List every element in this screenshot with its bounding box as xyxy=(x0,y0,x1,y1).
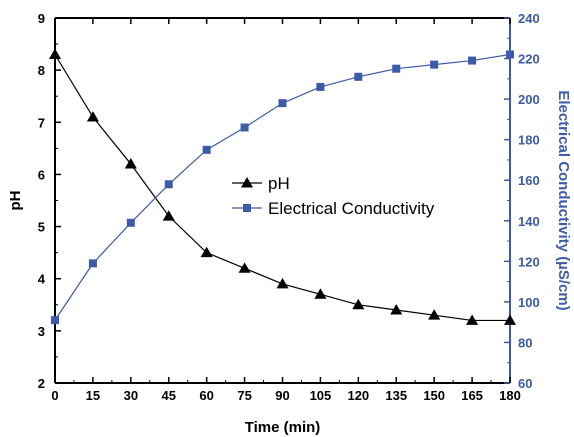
x-tick-label: 60 xyxy=(199,388,213,403)
conductivity-data-point xyxy=(354,72,363,81)
conductivity-data-point xyxy=(164,180,173,189)
x-axis-label: Time (min) xyxy=(245,419,321,436)
x-tick-label: 165 xyxy=(461,388,483,403)
conductivity-data-point xyxy=(316,82,325,91)
x-tick-label: 120 xyxy=(347,388,369,403)
conductivity-data-point xyxy=(506,50,514,59)
y-right-tick-label: 120 xyxy=(518,254,540,269)
legend-item-ph: pH xyxy=(232,174,290,193)
y-left-tick-label: 9 xyxy=(38,11,45,26)
conductivity-data-point xyxy=(51,316,59,325)
y-right-tick-label: 100 xyxy=(518,295,540,310)
ph-data-point xyxy=(314,288,327,299)
ph-data-point xyxy=(200,246,213,258)
ph-data-point xyxy=(276,277,289,289)
conductivity-data-point xyxy=(88,259,97,268)
legend-label: pH xyxy=(268,174,290,193)
x-tick-label: 0 xyxy=(51,388,58,403)
x-tick-label: 105 xyxy=(310,388,332,403)
y-left-tick-label: 5 xyxy=(38,220,45,235)
y-right-tick-label: 240 xyxy=(518,11,540,26)
conductivity-data-point xyxy=(392,64,401,73)
y-axis-label-right: Electrical Conductivity (µS/cm) xyxy=(555,90,572,310)
series-layer xyxy=(48,48,517,325)
y-left-tick-label: 2 xyxy=(38,376,45,391)
y-axis-label-left: pH xyxy=(7,191,24,211)
ph-data-point xyxy=(503,314,517,325)
conductivity-data-point xyxy=(468,56,477,65)
y-right-tick-label: 220 xyxy=(518,52,540,67)
y-left-tick-label: 6 xyxy=(38,167,45,182)
x-tick-label: 90 xyxy=(275,388,289,403)
ph-data-point xyxy=(162,210,175,221)
ph-data-point xyxy=(390,304,403,315)
ph-data-point xyxy=(124,158,137,169)
conductivity-data-point xyxy=(126,218,135,227)
y-right-tick-label: 80 xyxy=(518,335,532,350)
x-tick-label: 45 xyxy=(162,388,176,403)
y-left-tick-label: 3 xyxy=(38,324,45,339)
conductivity-data-point xyxy=(202,145,211,154)
ph-series xyxy=(48,48,517,325)
conductivity-series xyxy=(51,50,514,325)
conductivity-data-point xyxy=(278,99,287,108)
x-tick-label: 15 xyxy=(86,388,100,403)
ph-data-point xyxy=(352,298,365,310)
y-right-tick-label: 160 xyxy=(518,173,540,188)
x-tick-label: 30 xyxy=(124,388,138,403)
legend: pH Electrical Conductivity xyxy=(232,174,435,218)
y-right-tick-label: 200 xyxy=(518,92,540,107)
y-right-tick-label: 60 xyxy=(518,376,532,391)
ph-data-point xyxy=(86,111,99,122)
y-left-tick-label: 4 xyxy=(38,272,46,287)
ph-data-point xyxy=(428,309,441,320)
x-tick-label: 150 xyxy=(423,388,445,403)
axis-labels: Time (min) pH Electrical Conductivity (µ… xyxy=(7,90,572,436)
x-tick-label: 75 xyxy=(237,388,251,403)
ph-data-point xyxy=(238,262,251,273)
ph-data-point xyxy=(48,48,62,59)
y-right-tick-label: 180 xyxy=(518,133,540,148)
legend-label: Electrical Conductivity xyxy=(268,199,435,218)
y-left-tick-label: 7 xyxy=(38,115,45,130)
axis-ticks: 0 15 30 45 60 75 90 105 120 135 150 165 180234567896… xyxy=(38,11,540,403)
legend-item-conductivity: Electrical Conductivity xyxy=(232,199,435,218)
ph-data-point xyxy=(466,314,479,325)
x-tick-label: 180 xyxy=(499,388,521,403)
y-left-tick-label: 8 xyxy=(38,63,45,78)
x-tick-label: 135 xyxy=(385,388,407,403)
legend-triangle-marker xyxy=(240,177,254,188)
conductivity-data-point xyxy=(240,123,249,132)
y-right-tick-label: 140 xyxy=(518,214,540,229)
conductivity-data-point xyxy=(430,60,439,69)
legend-square-marker xyxy=(243,204,251,212)
